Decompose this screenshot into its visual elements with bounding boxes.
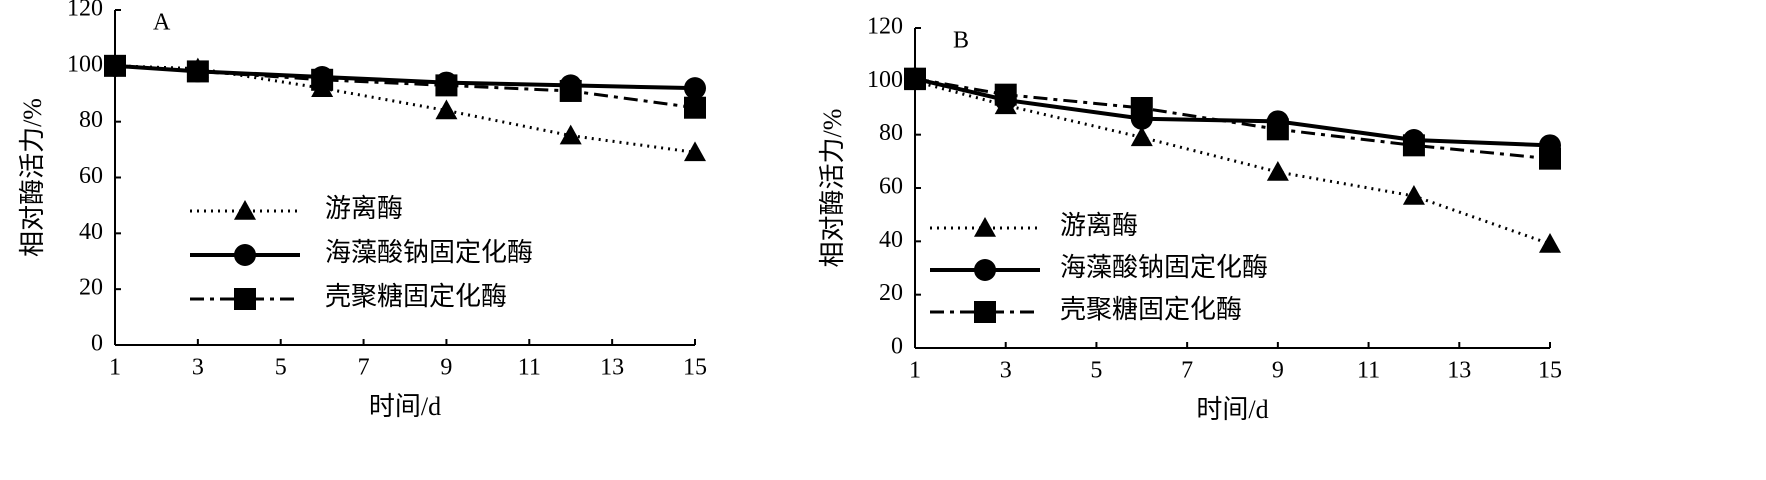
x-tick-label: 11	[518, 355, 541, 381]
legend-label: 游离酶	[325, 194, 403, 223]
marker	[435, 74, 458, 97]
x-tick-label: 13	[600, 355, 624, 381]
y-tick-label: 20	[79, 275, 103, 301]
legend-marker	[234, 244, 256, 266]
x-tick-label: 5	[275, 355, 287, 381]
x-tick-label: 11	[1357, 358, 1380, 384]
series-line	[114, 64, 696, 110]
y-axis-label: 相对酶活力/%	[818, 109, 847, 268]
series-line	[914, 76, 1551, 148]
legend-marker	[974, 259, 996, 281]
y-tick-label: 100	[67, 51, 103, 77]
y-tick-label: 20	[879, 280, 903, 306]
series-line	[914, 79, 1551, 246]
y-tick-label: 120	[67, 0, 103, 22]
y-tick-label: 120	[867, 14, 903, 40]
panel-label: A	[153, 10, 171, 36]
x-tick-label: 15	[683, 355, 707, 381]
x-tick-label: 7	[358, 355, 370, 381]
y-tick-label: 100	[867, 67, 903, 93]
x-tick-label: 3	[1000, 358, 1012, 384]
legend-marker	[234, 288, 256, 310]
x-tick-label: 5	[1090, 358, 1102, 384]
marker	[684, 96, 706, 119]
x-tick-label: 1	[109, 355, 121, 381]
x-tick-label: 7	[1181, 358, 1193, 384]
legend-label: 游离酶	[1060, 211, 1138, 240]
y-tick-label: 0	[91, 331, 103, 357]
x-tick-label: 9	[1272, 358, 1284, 384]
y-tick-label: 80	[879, 120, 903, 146]
x-axis-label: 时间/d	[369, 392, 441, 421]
marker	[904, 67, 926, 90]
marker	[1539, 233, 1561, 253]
legend-marker	[234, 200, 256, 220]
marker	[994, 83, 1017, 106]
y-axis-label: 相对酶活力/%	[18, 98, 47, 257]
y-tick-label: 40	[79, 219, 103, 245]
marker	[559, 79, 582, 102]
legend-label: 壳聚糖固定化酶	[325, 282, 507, 311]
x-tick-label: 15	[1538, 358, 1562, 384]
marker	[559, 124, 582, 145]
marker	[186, 60, 209, 83]
panel-label: B	[953, 28, 969, 54]
x-axis-label: 时间/d	[1196, 395, 1268, 424]
y-tick-label: 60	[879, 174, 903, 200]
legend-label: 海藻酸钠固定化酶	[325, 238, 533, 267]
marker	[684, 77, 706, 100]
marker	[1266, 118, 1289, 141]
x-tick-label: 3	[192, 355, 204, 381]
marker	[1402, 134, 1425, 157]
legend-label: 海藻酸钠固定化酶	[1060, 253, 1268, 282]
y-tick-label: 0	[891, 334, 903, 360]
x-tick-label: 13	[1447, 358, 1471, 384]
marker	[311, 68, 334, 91]
marker	[1539, 147, 1561, 170]
marker	[1402, 185, 1425, 205]
marker	[104, 54, 126, 77]
y-tick-label: 60	[79, 163, 103, 189]
x-tick-label: 9	[440, 355, 452, 381]
marker	[1130, 97, 1153, 119]
legend-label: 壳聚糖固定化酶	[1060, 295, 1242, 324]
legend-marker	[974, 301, 996, 323]
x-tick-label: 1	[909, 358, 921, 384]
y-tick-label: 80	[79, 107, 103, 133]
legend-marker	[974, 217, 996, 237]
marker	[684, 141, 706, 162]
marker	[1266, 161, 1289, 181]
marker	[1130, 126, 1153, 147]
marker	[435, 99, 458, 120]
y-tick-label: 40	[879, 227, 903, 253]
